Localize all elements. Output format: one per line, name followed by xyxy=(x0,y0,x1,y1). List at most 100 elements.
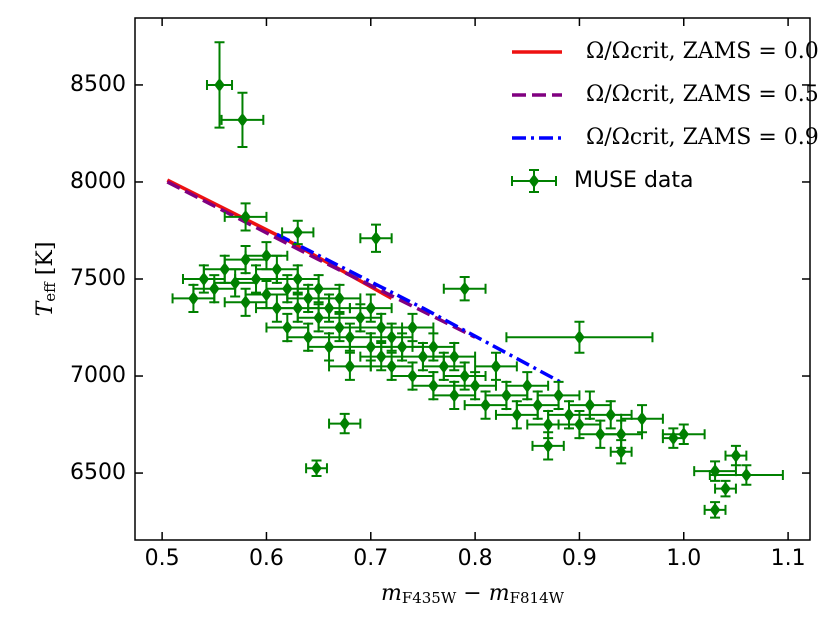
data-point xyxy=(313,310,324,325)
legend-label: Ω/Ωcrit, ZAMS = 0.0 xyxy=(586,39,819,64)
x-tick-label: 0.8 xyxy=(458,546,493,571)
data-point xyxy=(511,407,523,422)
data-point xyxy=(741,467,752,482)
data-point xyxy=(261,248,272,263)
data-point xyxy=(396,339,408,354)
x-axis-label-part: F814W xyxy=(510,589,565,607)
data-point xyxy=(615,427,627,442)
data-point xyxy=(375,320,387,335)
model-line xyxy=(166,180,476,339)
data-point xyxy=(563,407,575,422)
data-point xyxy=(720,481,731,496)
data-point xyxy=(459,281,470,296)
data-point xyxy=(605,407,616,422)
legend-label: MUSE data xyxy=(574,168,694,193)
data-point xyxy=(428,378,439,393)
legend-label: Ω/Ωcrit, ZAMS = 0.5 xyxy=(586,82,819,107)
x-tick-label: 0.7 xyxy=(353,546,388,571)
y-axis-label-part: [K] xyxy=(33,242,58,283)
data-point xyxy=(459,369,470,384)
data-point xyxy=(636,411,648,426)
x-axis-label-part: − xyxy=(456,581,488,606)
data-point xyxy=(448,388,460,403)
y-axis-label-part: eff xyxy=(41,281,59,302)
data-point xyxy=(271,301,283,316)
x-tick-label: 0.6 xyxy=(249,546,284,571)
data-point xyxy=(668,431,679,446)
data-point xyxy=(339,416,350,431)
data-point xyxy=(237,112,248,127)
data-point xyxy=(574,417,585,432)
data-point xyxy=(469,378,481,393)
y-tick-label: 8000 xyxy=(70,169,126,194)
data-point xyxy=(365,301,377,316)
data-point xyxy=(542,417,554,432)
data-point xyxy=(229,275,241,290)
y-axis-label-part: T xyxy=(33,299,58,316)
data-point xyxy=(532,398,543,413)
data-point xyxy=(370,231,382,246)
data-point xyxy=(438,359,450,374)
data-point xyxy=(615,444,627,459)
plot-frame xyxy=(134,17,811,541)
data-point xyxy=(261,287,272,302)
data-point xyxy=(355,310,366,325)
data-point xyxy=(344,330,356,345)
data-point xyxy=(250,272,262,286)
data-point xyxy=(188,291,199,306)
data-point xyxy=(480,398,491,413)
data-point xyxy=(219,262,230,277)
data-point xyxy=(323,301,335,316)
data-point xyxy=(574,330,585,345)
data-point xyxy=(407,320,418,335)
data-point xyxy=(292,301,304,316)
data-point xyxy=(386,330,397,345)
data-point xyxy=(553,388,564,403)
data-point xyxy=(292,272,304,286)
data-point xyxy=(490,359,502,374)
x-tick-label: 1.1 xyxy=(771,546,806,571)
legend: Ω/Ωcrit, ZAMS = 0.0 Ω/Ωcrit, ZAMS = 0.5 Ω/… xyxy=(511,39,819,193)
x-axis-label-part: m xyxy=(489,581,510,606)
data-point xyxy=(709,464,721,479)
y-axis-label: Teff [K] xyxy=(33,242,59,317)
x-tick-label: 1.0 xyxy=(666,546,701,571)
legend-marker xyxy=(528,174,540,188)
data-point xyxy=(313,281,324,296)
data-point xyxy=(522,378,533,393)
data-point xyxy=(311,461,322,476)
model-line xyxy=(276,232,565,386)
data-point xyxy=(282,320,293,335)
x-axis-label: mF435W − mF814W xyxy=(381,581,565,607)
data-point xyxy=(428,339,439,354)
x-tick-label: 0.5 xyxy=(145,546,180,571)
data-point xyxy=(678,427,690,442)
data-point xyxy=(386,359,397,374)
data-point xyxy=(209,281,220,296)
data-point xyxy=(417,349,429,364)
data-point xyxy=(292,225,304,240)
data-point xyxy=(240,295,251,310)
data-point xyxy=(302,330,314,345)
data-point xyxy=(584,398,596,413)
data-point xyxy=(709,502,721,517)
data-point xyxy=(501,388,512,403)
data-point xyxy=(730,448,742,463)
data-point xyxy=(365,339,377,354)
data-point xyxy=(282,281,293,296)
data-point xyxy=(595,427,606,442)
data-point xyxy=(334,291,345,306)
data-point xyxy=(448,349,460,364)
x-axis-label-part: m xyxy=(381,581,402,606)
data-point xyxy=(344,359,356,374)
data-point xyxy=(407,369,418,384)
data-point xyxy=(198,272,210,286)
data-point xyxy=(542,438,554,453)
data-point xyxy=(334,320,345,335)
data-point xyxy=(302,291,314,306)
y-tick-label: 8500 xyxy=(70,72,126,97)
data-point xyxy=(240,252,251,267)
x-axis-label-part: F435W xyxy=(402,589,457,607)
